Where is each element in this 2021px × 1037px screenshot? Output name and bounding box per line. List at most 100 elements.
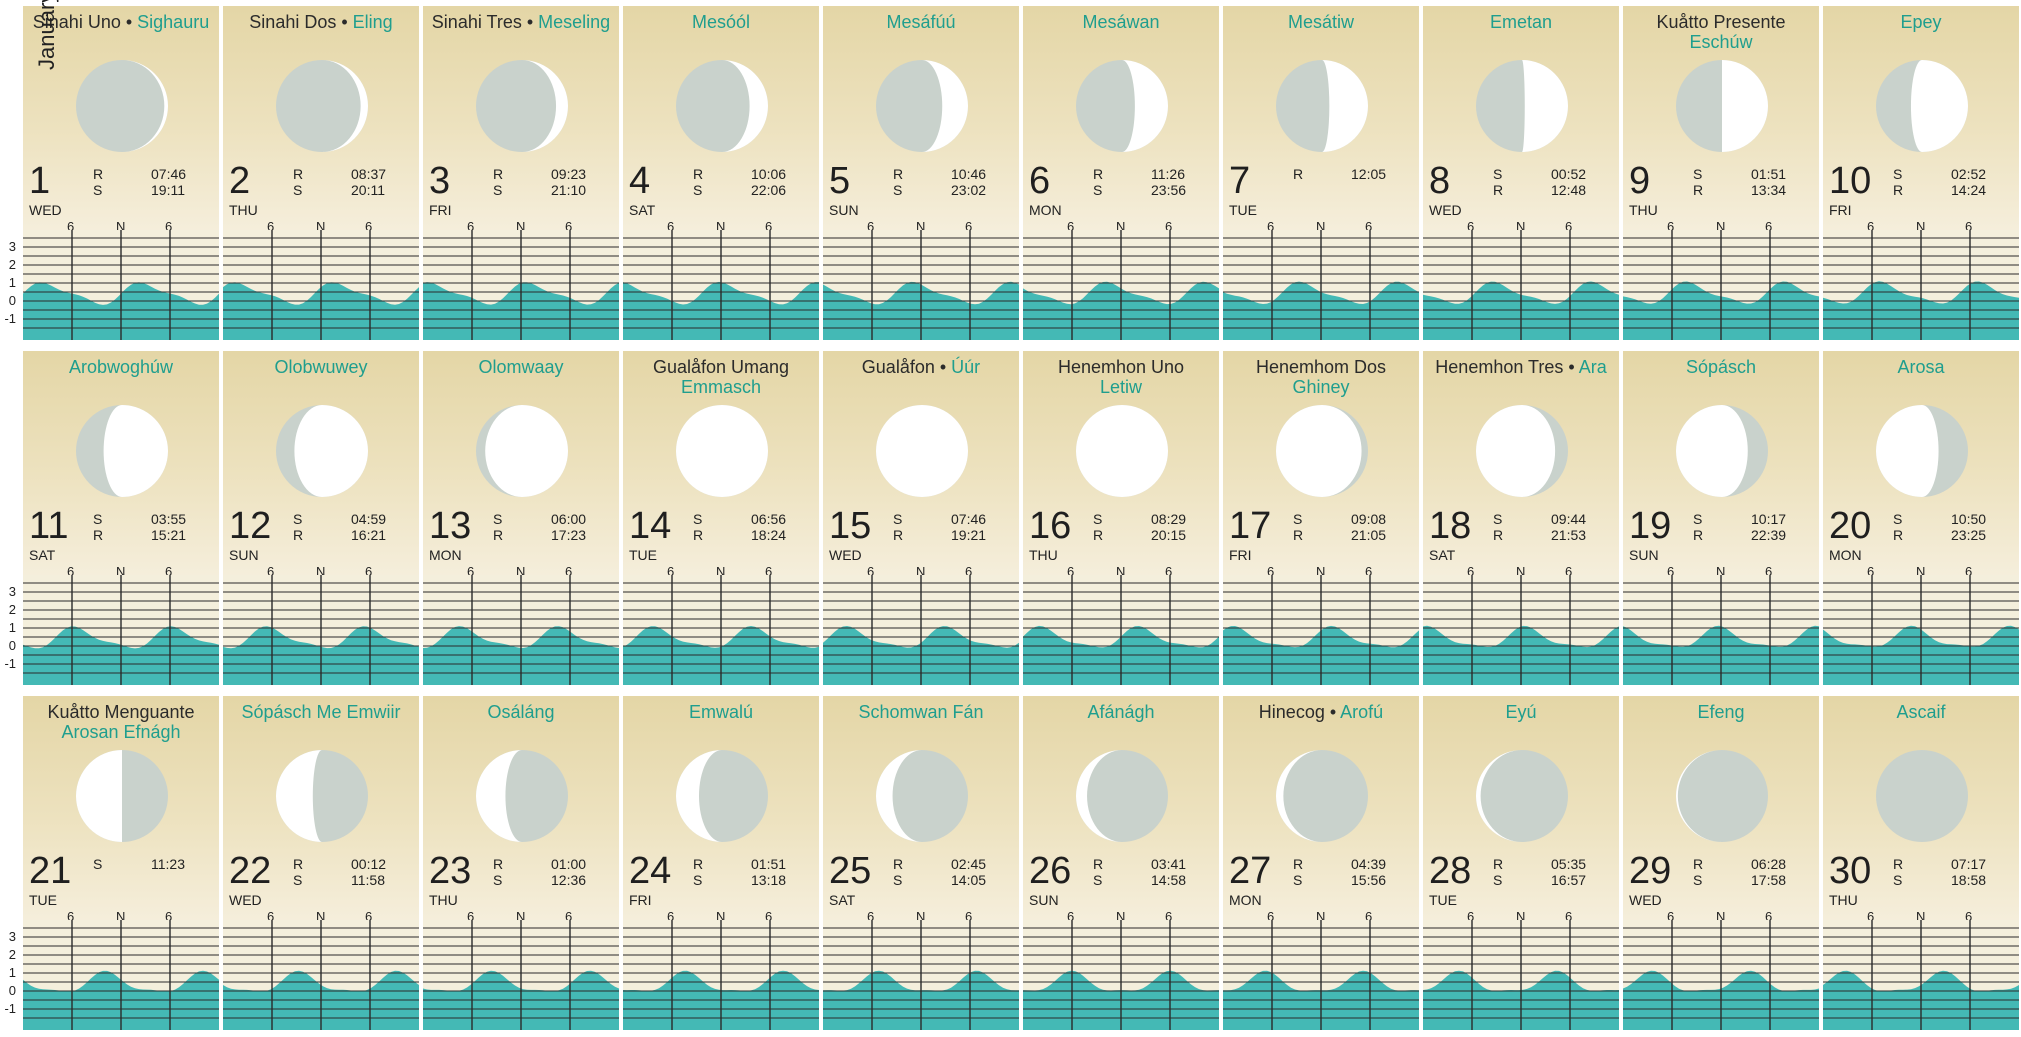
moon-lit-portion	[1122, 60, 1168, 152]
hour-tick-label: N	[116, 909, 126, 924]
hour-tick-label: N	[1716, 219, 1726, 234]
rise-set-label: R	[893, 166, 904, 182]
rise-set-time: 05:35	[1551, 856, 1587, 872]
hour-tick-label: N	[316, 219, 326, 234]
hour-tick-label: 6	[1165, 219, 1173, 234]
rise-set-label: S	[293, 511, 303, 527]
rise-set-label: S	[1693, 872, 1703, 888]
rise-set-time: 06:00	[551, 511, 587, 527]
weekday-label: WED	[1629, 892, 1662, 908]
day-name: Sinahi Uno • Sighauru	[23, 12, 219, 32]
moon-dark-disc	[276, 60, 368, 152]
weekday-label: TUE	[29, 892, 57, 908]
day-name-primary: Kuåtto Presente	[1656, 12, 1786, 32]
rise-set-label: R	[893, 527, 904, 543]
tide-chart	[423, 567, 619, 685]
day-name-primary: Sinahi Uno	[32, 12, 121, 32]
moon-lit-portion	[676, 405, 768, 497]
rise-set-label: R	[693, 527, 704, 543]
hour-tick-label: N	[116, 219, 126, 234]
day-name-primary: Arobwoghúw	[68, 357, 174, 377]
day-name-primary: Emwalú	[688, 702, 754, 722]
day-name-primary: Henemhon Uno	[1057, 357, 1185, 377]
rise-set-time: 10:46	[951, 166, 987, 182]
rise-set-time: 13:34	[1751, 182, 1787, 198]
hour-tick-label: 6	[165, 564, 173, 579]
day-name: Mesóól	[623, 12, 819, 32]
rise-set-time: 10:06	[751, 166, 787, 182]
tide-chart	[823, 567, 1019, 685]
day-number: 5	[829, 160, 851, 202]
tide-chart	[23, 912, 219, 1030]
rise-set-label: R	[493, 856, 504, 872]
rise-set-time: 07:46	[151, 166, 187, 182]
tide-axis-label: 0	[8, 638, 16, 653]
tide-chart	[223, 222, 419, 340]
day-cell: Mesáwan 6 MON R 11:26 S 23:56 6 N 6	[1023, 0, 1219, 340]
weekday-label: FRI	[1829, 202, 1852, 218]
hour-tick-label: N	[1316, 909, 1326, 924]
weekday-label: WED	[229, 892, 262, 908]
hour-tick-label: 6	[1365, 219, 1373, 234]
hour-tick-label: 6	[1467, 909, 1475, 924]
tide-axis-label: 2	[8, 602, 16, 617]
rise-set-label: R	[1693, 182, 1704, 198]
tide-chart	[1623, 912, 1819, 1030]
hour-tick-label: 6	[1267, 564, 1275, 579]
rise-set-label: S	[493, 511, 503, 527]
day-name: Efeng	[1623, 702, 1819, 722]
day-number: 24	[629, 850, 672, 892]
day-cell: Afánágh 26 SUN R 03:41 S 14:58 6 N 6	[1023, 690, 1219, 1030]
rise-set-label: R	[293, 527, 304, 543]
moon-phase-icon	[1676, 405, 1768, 497]
hour-tick-label: N	[916, 564, 926, 579]
rise-set-label: S	[93, 856, 103, 872]
hour-tick-label: N	[1316, 564, 1326, 579]
day-name-secondary: Ghiney	[1292, 377, 1350, 397]
rise-set-time: 18:58	[1951, 872, 1987, 888]
hour-tick-label: 6	[1267, 909, 1275, 924]
moon-lit-portion	[876, 405, 968, 497]
moon-phase-icon	[1676, 60, 1768, 152]
hour-tick-label: N	[516, 219, 526, 234]
hour-tick-label: 6	[1667, 909, 1675, 924]
rise-set-time: 12:48	[1551, 182, 1587, 198]
rise-set-label: R	[1693, 527, 1704, 543]
moon-dark-disc	[676, 60, 768, 152]
day-name: Olomwaay	[423, 357, 619, 377]
moon-lit-portion	[322, 60, 368, 152]
weekday-label: TUE	[629, 547, 657, 563]
day-name-primary: Henemhon Tres	[1435, 357, 1564, 377]
rise-set-time: 13:18	[751, 872, 787, 888]
hour-tick-label: 6	[1267, 219, 1275, 234]
moon-phase-icon	[1476, 750, 1568, 842]
day-name: Ascaif	[1823, 702, 2019, 722]
weekday-label: TUE	[1429, 892, 1457, 908]
rise-set-label: S	[1693, 166, 1703, 182]
tide-axis-label: -1	[4, 1001, 16, 1016]
moon-dark-disc	[1676, 750, 1768, 842]
hour-tick-label: 6	[267, 909, 275, 924]
rise-set-label: R	[293, 856, 304, 872]
hour-tick-label: N	[1916, 909, 1926, 924]
day-number: 12	[229, 505, 272, 547]
day-number: 17	[1229, 505, 1272, 547]
hour-tick-label: 6	[67, 564, 75, 579]
tide-chart	[1423, 567, 1619, 685]
day-name-primary: Olomwaay	[478, 357, 564, 377]
hour-tick-label: 6	[765, 909, 773, 924]
rise-set-time: 12:36	[551, 872, 587, 888]
rise-set-label: R	[1893, 856, 1904, 872]
day-name-primary: Schomwan Fán	[858, 702, 984, 722]
rise-set-time: 14:58	[1151, 872, 1187, 888]
day-name-primary: Mesóól	[691, 12, 751, 32]
day-name-primary: Osáláng	[487, 702, 555, 722]
day-number: 15	[829, 505, 872, 547]
rise-set-time: 21:53	[1551, 527, 1587, 543]
day-number: 27	[1229, 850, 1272, 892]
rise-set-time: 21:10	[551, 182, 587, 198]
rise-set-label: R	[693, 856, 704, 872]
hour-tick-label: 6	[965, 909, 973, 924]
rise-set-time: 11:23	[151, 856, 185, 872]
hour-tick-label: 6	[1165, 909, 1173, 924]
